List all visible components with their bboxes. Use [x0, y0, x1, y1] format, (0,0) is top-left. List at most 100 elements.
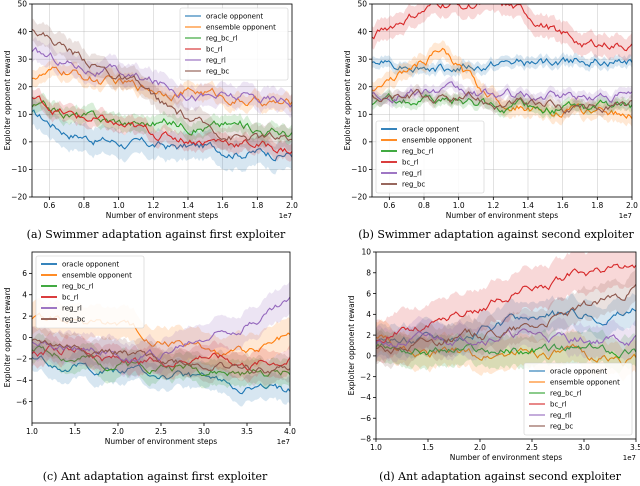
legend: oracle opponent ensemble opponent reg_bc_r…	[523, 362, 633, 436]
x-tick-label: 2.0	[112, 427, 124, 436]
x-axis-exponent: 1e7	[623, 454, 636, 462]
legend-entry: oracle opponent	[402, 126, 459, 134]
legend-entry: oracle opponent	[62, 261, 119, 269]
series-line	[372, 81, 632, 104]
x-tick-label: 1.5	[69, 427, 81, 436]
series-band	[32, 326, 290, 386]
series-band	[32, 343, 290, 407]
x-tick-label: 1.0	[370, 443, 382, 452]
x-tick-label: 1.2	[147, 201, 159, 210]
x-tick-label: 3.5	[630, 443, 640, 452]
legend-entry: ensemble opponent	[550, 379, 620, 387]
plot-area	[32, 18, 292, 175]
y-tick-label: 0	[362, 138, 367, 147]
legend-entry: reg_rl	[402, 170, 422, 178]
x-tick-label: 2.0	[286, 201, 298, 210]
legend: oracle opponent ensemble opponent reg_bc_r…	[179, 7, 289, 81]
x-tick-label: 0.8	[78, 201, 90, 210]
legend-entry: reg_bc	[62, 316, 85, 324]
x-tick-label: 1.4	[182, 201, 194, 210]
legend-entry: bc_rl	[62, 294, 79, 302]
legend-entry: ensemble opponent	[402, 137, 472, 145]
x-tick-label: 3.5	[241, 427, 253, 436]
panel-caption: (d) Ant adaptation against second exploi…	[379, 470, 622, 483]
x-axis-label: Number of environment steps	[446, 211, 558, 220]
legend-entry: reg_bc_rl	[402, 148, 434, 156]
x-axis-label: Number of environment steps	[450, 453, 562, 462]
series-line	[372, 56, 632, 74]
x-tick-label: 1.8	[591, 201, 603, 210]
y-tick-label: 6	[22, 269, 27, 278]
series-line	[32, 345, 290, 377]
chart-panel-d: 1.0 1.5 2.0 2.5 3.0 3.5 −8 −6 −4 −2 0 2 4 6 8 10 Number …	[347, 248, 640, 483]
series-line	[372, 92, 632, 115]
x-tick-label: 2.5	[526, 443, 538, 452]
panel-caption: (b) Swimmer adaptation against second ex…	[358, 228, 634, 241]
series-band	[32, 333, 290, 390]
y-tick-label: 50	[17, 0, 27, 9]
x-tick-label: 0.6	[383, 201, 395, 210]
series-band	[32, 92, 292, 145]
y-tick-label: 4	[366, 310, 371, 319]
y-axis-label: Exploiter opponent reward	[347, 295, 356, 395]
plot-frame	[375, 251, 637, 440]
series-band	[376, 313, 636, 363]
x-axis-label: Number of environment steps	[105, 437, 217, 446]
series-band	[372, 4, 632, 62]
y-tick-label: 2	[366, 331, 371, 340]
x-tick-label: 1.0	[453, 201, 465, 210]
legend-entry: ensemble opponent	[62, 272, 132, 280]
series-band	[32, 36, 292, 118]
y-tick-label: 10	[17, 110, 27, 119]
x-tick-label: 3.0	[578, 443, 590, 452]
x-tick-label: 1.5	[422, 443, 434, 452]
y-axis-label: Exploiter opponent reward	[3, 50, 12, 150]
y-tick-label: 0	[366, 352, 371, 361]
plot-area	[32, 281, 290, 407]
y-tick-label: 30	[357, 55, 367, 64]
legend-entry: oracle opponent	[206, 13, 263, 21]
series-line	[32, 28, 292, 141]
x-tick-label: 0.6	[43, 201, 55, 210]
series-line	[32, 338, 290, 374]
x-tick-label: 0.8	[418, 201, 430, 210]
x-tick-label: 2.0	[626, 201, 638, 210]
x-axis-exponent: 1e7	[619, 212, 632, 220]
legend-entry: reg_bc_rl	[550, 390, 582, 398]
legend-entry: reg_rll	[550, 412, 572, 420]
x-tick-label: 1.2	[487, 201, 499, 210]
series-line	[376, 307, 636, 345]
x-tick-label: 3.0	[198, 427, 210, 436]
series-line	[32, 95, 292, 155]
y-tick-label: −20	[351, 193, 367, 202]
series-line	[32, 344, 290, 371]
y-tick-label: 6	[366, 289, 371, 298]
chart-panel-c: 1.0 1.5 2.0 2.5 3.0 3.5 4.0 −6 −4 −2 0 2 4 6 Number of…	[3, 251, 296, 483]
series-band	[376, 252, 636, 364]
y-tick-label: −2	[360, 372, 371, 381]
chart-panel-a: 0.6 0.8 1.0 1.2 1.4 1.6 1.8 2.0 −20 −10 0 10 20 30 40 5…	[3, 0, 298, 241]
x-tick-label: 1.0	[26, 427, 38, 436]
y-tick-label: 20	[357, 82, 367, 91]
y-tick-label: 8	[366, 268, 371, 277]
y-tick-label: 4	[22, 290, 27, 299]
y-tick-label: 2	[22, 312, 27, 321]
legend: oracle opponent ensemble opponent reg_bc_r…	[375, 120, 485, 194]
series-band	[372, 40, 632, 128]
panel-caption: (c) Ant adaptation against first exploit…	[43, 470, 268, 483]
series-line	[372, 88, 632, 114]
y-tick-label: −2	[16, 355, 27, 364]
legend-box	[179, 7, 289, 81]
y-tick-label: −8	[360, 435, 371, 444]
series-line	[376, 342, 636, 359]
y-tick-label: 10	[361, 248, 371, 257]
y-tick-label: 0	[22, 333, 27, 342]
y-tick-label: −6	[16, 397, 27, 406]
series-band	[372, 88, 632, 120]
series-band	[32, 87, 292, 162]
legend-entry: reg_bc	[206, 68, 229, 76]
y-tick-label: −10	[351, 165, 367, 174]
legend-box	[35, 255, 145, 329]
legend-entry: bc_rl	[206, 46, 223, 54]
chart-panel-b: 0.6 0.8 1.0 1.2 1.4 1.6 1.8 2.0 −20 −10 0 10 20 30 40 5…	[343, 0, 638, 241]
